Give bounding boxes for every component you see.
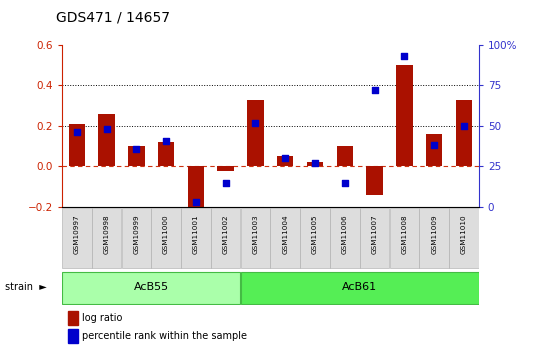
Text: GSM11007: GSM11007: [372, 215, 378, 254]
Bar: [396, 65, 413, 167]
Point: [162, 138, 171, 143]
Bar: [211, 208, 240, 268]
Bar: [271, 208, 300, 268]
Text: GDS471 / 14657: GDS471 / 14657: [56, 10, 171, 24]
Text: GSM11008: GSM11008: [401, 215, 407, 254]
Text: GSM11005: GSM11005: [312, 215, 318, 254]
Point: [102, 126, 111, 132]
Bar: [247, 100, 264, 167]
Bar: [188, 167, 204, 217]
Text: GSM10997: GSM10997: [74, 215, 80, 254]
Text: strain  ►: strain ►: [5, 283, 47, 292]
Bar: [419, 208, 449, 268]
Bar: [277, 156, 293, 167]
Point: [281, 156, 289, 161]
Text: GSM11000: GSM11000: [163, 215, 169, 254]
Point: [251, 120, 260, 126]
Bar: [456, 100, 472, 167]
Bar: [390, 208, 419, 268]
Bar: [426, 134, 442, 167]
Text: log ratio: log ratio: [82, 313, 123, 323]
Text: GSM11010: GSM11010: [461, 215, 467, 254]
Bar: [330, 208, 359, 268]
Bar: [337, 146, 353, 167]
Point: [430, 142, 438, 148]
Text: AcB61: AcB61: [342, 283, 377, 292]
Bar: [307, 162, 323, 167]
Bar: [360, 208, 390, 268]
Point: [400, 53, 409, 59]
Bar: [62, 272, 240, 304]
Bar: [68, 311, 78, 325]
Bar: [92, 208, 122, 268]
Text: GSM11002: GSM11002: [223, 215, 229, 254]
Bar: [300, 208, 330, 268]
Text: GSM11009: GSM11009: [431, 215, 437, 254]
Point: [341, 180, 349, 186]
Point: [370, 88, 379, 93]
Bar: [217, 167, 234, 170]
Text: percentile rank within the sample: percentile rank within the sample: [82, 331, 247, 341]
Bar: [449, 208, 479, 268]
Bar: [98, 114, 115, 167]
Bar: [151, 208, 181, 268]
Bar: [366, 167, 383, 195]
Text: GSM11003: GSM11003: [252, 215, 258, 254]
Bar: [158, 142, 174, 167]
Text: GSM11004: GSM11004: [282, 215, 288, 254]
Text: GSM10999: GSM10999: [133, 215, 139, 254]
Bar: [62, 208, 91, 268]
Bar: [181, 208, 211, 268]
Bar: [68, 329, 78, 343]
Point: [132, 146, 140, 151]
Bar: [122, 208, 151, 268]
Point: [311, 160, 320, 166]
Text: GSM11006: GSM11006: [342, 215, 348, 254]
Bar: [128, 146, 145, 167]
Point: [73, 130, 81, 135]
Bar: [240, 208, 270, 268]
Bar: [68, 124, 85, 167]
Text: GSM11001: GSM11001: [193, 215, 199, 254]
Point: [192, 199, 200, 205]
Bar: [240, 272, 479, 304]
Point: [221, 180, 230, 186]
Point: [459, 123, 468, 129]
Text: GSM10998: GSM10998: [103, 215, 110, 254]
Text: AcB55: AcB55: [133, 283, 169, 292]
